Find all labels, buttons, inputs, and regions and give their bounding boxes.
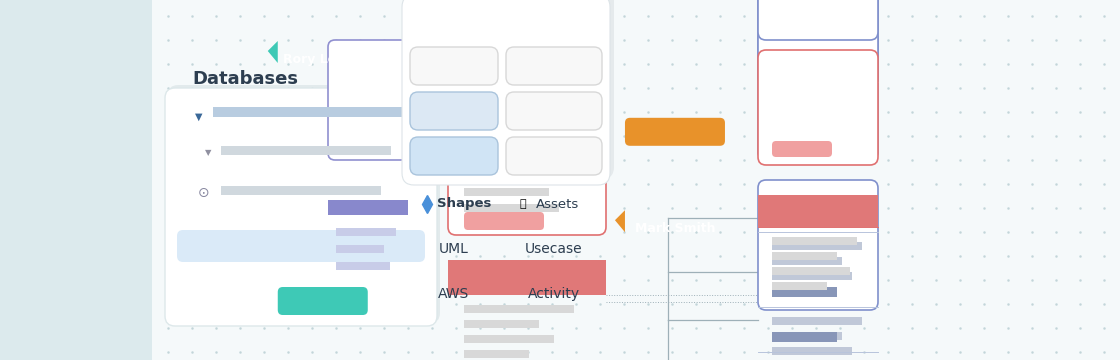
Text: UML: UML (439, 242, 469, 256)
FancyBboxPatch shape (448, 0, 606, 100)
Bar (772, 122, 852, 130)
Text: ▼: ▼ (205, 148, 212, 158)
Bar (336, 262, 390, 270)
Bar (772, 282, 827, 290)
Bar (213, 107, 408, 117)
Bar (772, 137, 832, 145)
Text: Mark Smith: Mark Smith (635, 222, 716, 235)
FancyBboxPatch shape (506, 92, 603, 130)
Bar (772, 62, 837, 72)
Bar (464, 305, 573, 313)
Bar (464, 188, 549, 196)
Bar (758, 195, 878, 227)
Bar (772, 257, 842, 265)
FancyBboxPatch shape (464, 77, 544, 95)
Bar (772, 242, 862, 250)
Bar (772, 332, 837, 342)
Text: AWS: AWS (438, 287, 469, 301)
FancyBboxPatch shape (168, 85, 440, 323)
FancyBboxPatch shape (758, 30, 878, 160)
FancyBboxPatch shape (405, 0, 614, 179)
Bar (464, 204, 559, 212)
FancyBboxPatch shape (464, 212, 544, 230)
FancyBboxPatch shape (410, 92, 498, 130)
Text: Rory Logan: Rory Logan (283, 53, 363, 66)
Bar (464, 172, 573, 180)
Bar (336, 228, 396, 236)
Bar (336, 245, 384, 253)
FancyBboxPatch shape (402, 0, 610, 185)
Text: Databases: Databases (192, 70, 298, 88)
FancyBboxPatch shape (448, 35, 606, 235)
Bar (772, 252, 837, 260)
FancyBboxPatch shape (758, 0, 878, 85)
FancyBboxPatch shape (506, 47, 603, 85)
Bar (328, 200, 408, 215)
FancyBboxPatch shape (772, 141, 832, 157)
Bar (772, 212, 837, 222)
Bar (221, 146, 391, 155)
Bar (152, 0, 1120, 360)
FancyBboxPatch shape (278, 287, 367, 315)
Text: 🧰: 🧰 (520, 199, 526, 209)
Bar (772, 272, 852, 280)
Text: Assets: Assets (536, 198, 579, 211)
Text: Shapes: Shapes (437, 198, 492, 211)
FancyBboxPatch shape (410, 47, 498, 85)
Bar (464, 335, 554, 343)
Bar (464, 320, 539, 328)
FancyBboxPatch shape (506, 137, 603, 175)
Polygon shape (268, 41, 278, 63)
FancyBboxPatch shape (328, 40, 408, 160)
Bar (448, 260, 606, 295)
Text: Activity: Activity (528, 287, 580, 301)
Bar (772, 347, 852, 355)
Text: ▼: ▼ (195, 112, 203, 122)
Bar (772, 92, 862, 100)
Bar (221, 186, 381, 195)
FancyBboxPatch shape (177, 230, 424, 262)
Bar (772, 287, 837, 297)
Bar (772, 237, 857, 245)
Bar (772, 107, 842, 115)
Bar (0, 0, 152, 360)
Bar (772, 267, 850, 275)
FancyBboxPatch shape (758, 0, 878, 40)
FancyBboxPatch shape (625, 118, 725, 146)
Text: ⊙: ⊙ (198, 186, 209, 200)
FancyBboxPatch shape (758, 180, 878, 310)
Bar (464, 350, 529, 358)
Bar (772, 317, 862, 325)
Bar (448, 125, 606, 160)
Bar (772, 287, 832, 295)
FancyBboxPatch shape (165, 88, 437, 326)
FancyBboxPatch shape (758, 50, 878, 165)
Bar (772, 332, 842, 340)
Polygon shape (615, 210, 625, 232)
Text: Usecase: Usecase (525, 242, 582, 256)
FancyBboxPatch shape (410, 137, 498, 175)
